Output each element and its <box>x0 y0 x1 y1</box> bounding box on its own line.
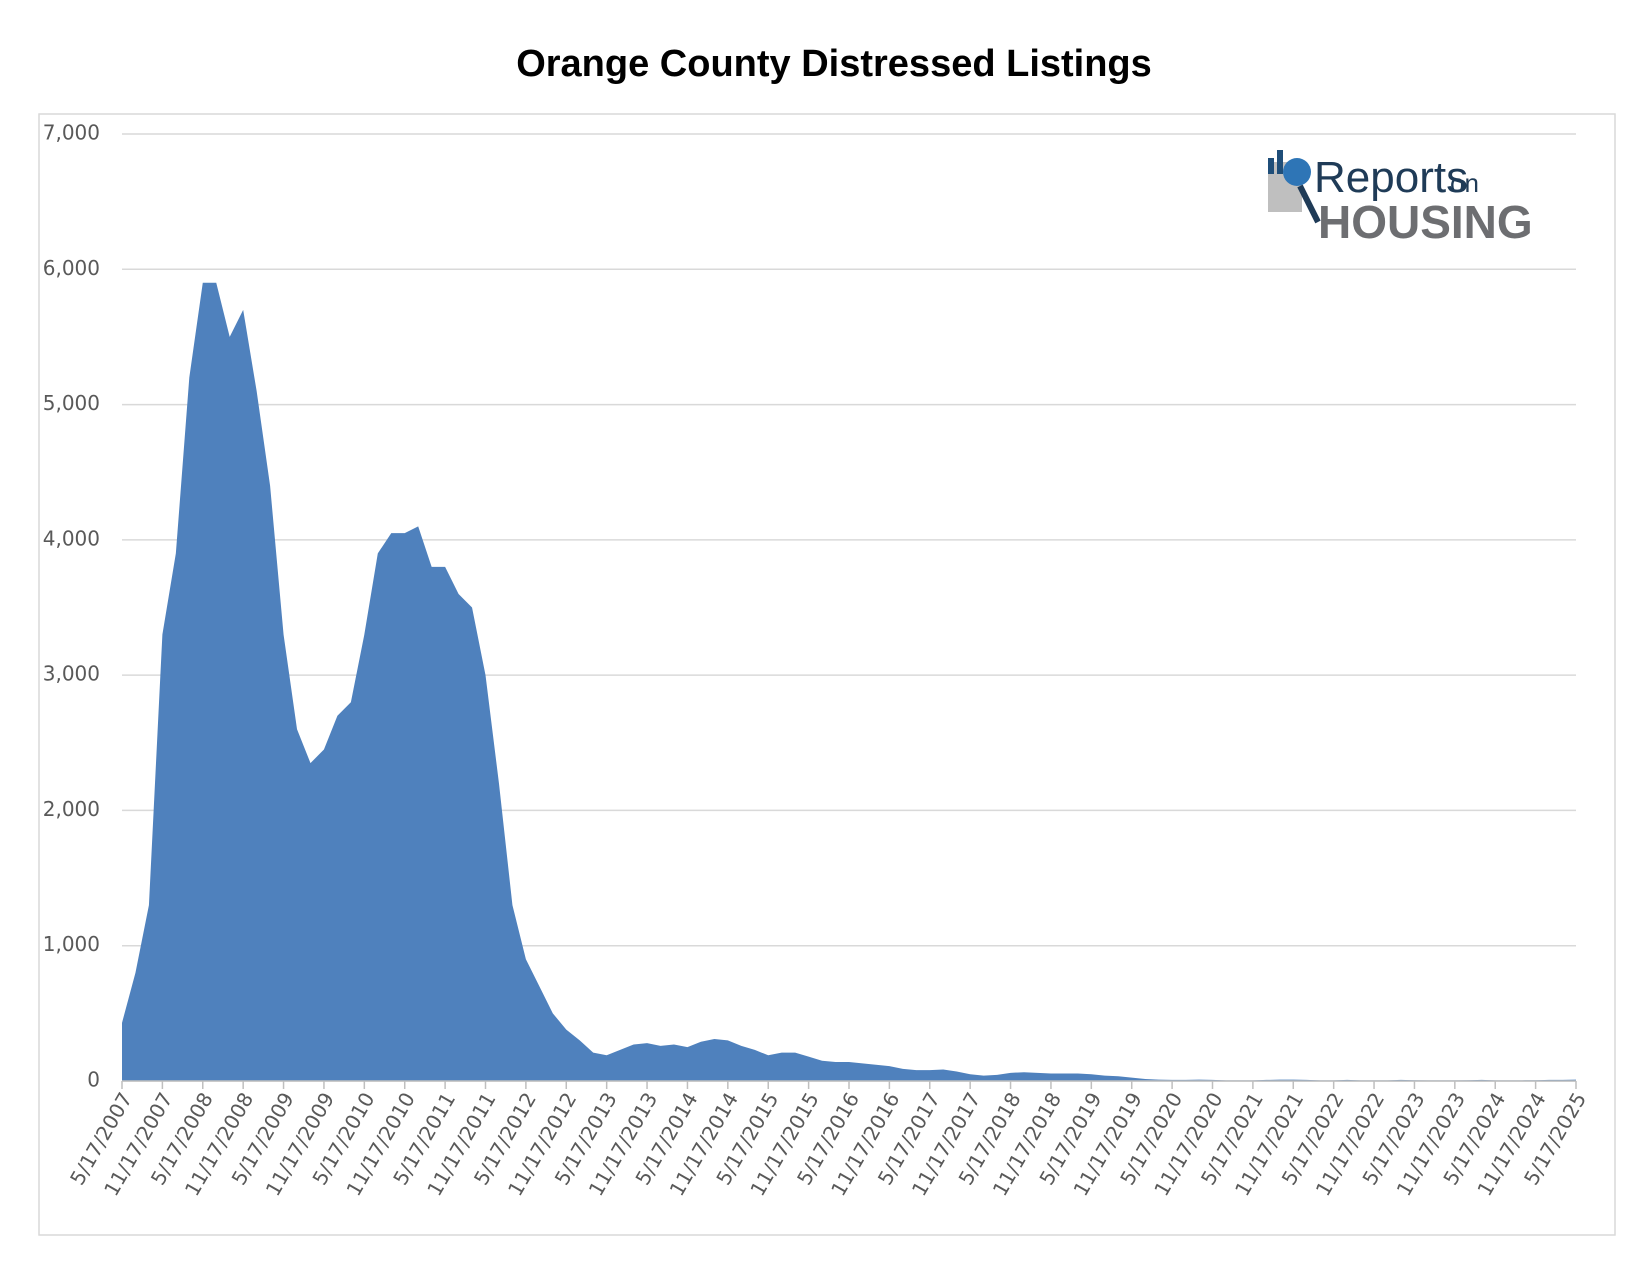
y-tick-label: 0 <box>87 1068 100 1092</box>
chart-frame <box>38 113 1616 1236</box>
y-tick-label: 3,000 <box>43 662 100 686</box>
logo-shape <box>1268 158 1274 174</box>
y-tick-label: 5,000 <box>43 391 100 415</box>
logo-text: on <box>1450 168 1479 198</box>
logo-text: HOUSING <box>1318 196 1533 248</box>
y-tick-label: 1,000 <box>43 932 100 956</box>
y-tick-label: 2,000 <box>43 797 100 821</box>
area <box>122 282 1576 1081</box>
y-tick-label: 4,000 <box>43 526 100 550</box>
chart-title: Orange County Distressed Listings <box>516 43 1152 85</box>
y-tick-label: 7,000 <box>43 121 100 145</box>
y-tick-label: 6,000 <box>43 256 100 280</box>
logo-shape <box>1297 184 1321 224</box>
logo: Reports on HOUSING <box>1268 150 1533 248</box>
logo-shape <box>1283 158 1311 186</box>
logo-text: Reports <box>1314 153 1468 202</box>
logo-shape <box>1277 150 1283 174</box>
